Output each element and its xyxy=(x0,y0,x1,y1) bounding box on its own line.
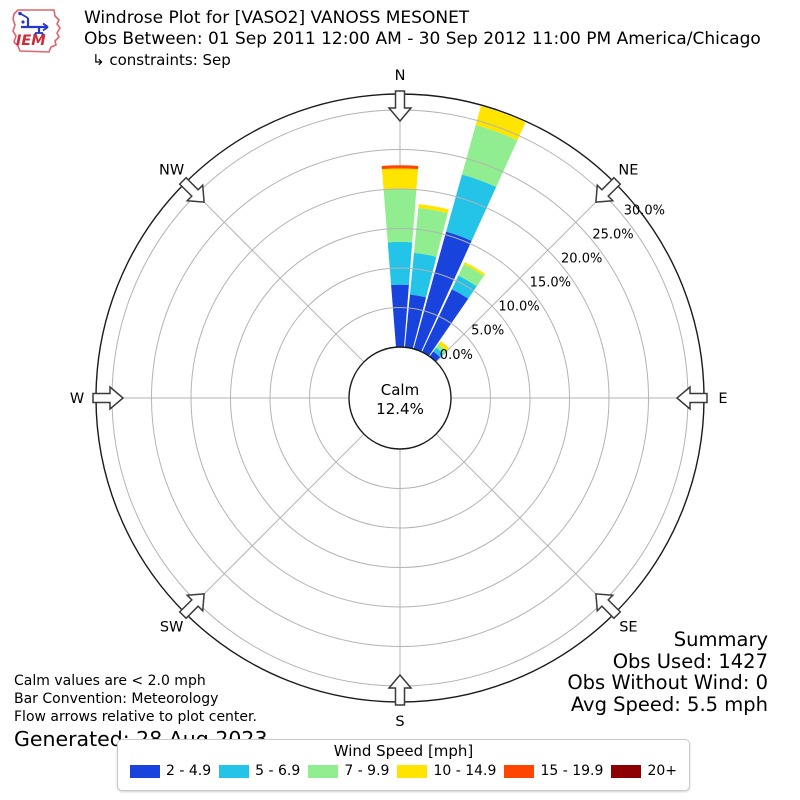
windrose-bar-segment xyxy=(421,289,469,356)
ring-tick-label: 20.0% xyxy=(561,252,602,267)
windrose-bar-segment xyxy=(391,284,409,348)
ring-tick-label: 5.0% xyxy=(471,324,504,339)
compass-label-se: SE xyxy=(619,619,637,635)
flow-arrow-icon xyxy=(595,176,622,203)
summary-avg-speed: Avg Speed: 5.5 mph xyxy=(570,693,768,717)
windrose-bar-segment xyxy=(446,174,497,241)
legend-item: 15 - 19.9 xyxy=(504,763,603,779)
speed-bin-label: 20+ xyxy=(647,763,677,779)
legend-item: 20+ xyxy=(611,763,677,779)
grid-spoke xyxy=(435,433,616,614)
percent-ring xyxy=(151,149,649,647)
summary-title: Summary xyxy=(673,628,768,651)
speed-bin-swatch xyxy=(308,764,339,778)
windrose-bar-segment xyxy=(381,165,419,170)
speed-bin-label: 10 - 14.9 xyxy=(433,763,497,779)
plot-notes: Calm values are < 2.0 mph Bar Convention… xyxy=(14,672,268,752)
speed-bin-swatch xyxy=(611,764,642,778)
compass-label-s: S xyxy=(395,714,404,730)
percent-ring xyxy=(269,267,531,529)
calm-label: Calm xyxy=(381,381,419,399)
calm-circle xyxy=(348,346,452,450)
percent-ring xyxy=(230,228,570,568)
compass-label-sw: SW xyxy=(160,619,184,635)
summary-obs-used: Obs Used: 1427 xyxy=(612,649,768,673)
calm-note: Calm values are < 2.0 mph xyxy=(14,673,206,689)
calm-percent-value: 12.4% xyxy=(376,400,424,418)
iem-logo-text: IEM xyxy=(16,33,46,49)
legend-item: 2 - 4.9 xyxy=(130,763,211,779)
speed-bin-label: 7 - 9.9 xyxy=(344,763,390,779)
flow-arrow-icon xyxy=(178,593,205,620)
legend-item: 5 - 6.9 xyxy=(219,763,300,779)
windrose-bar-segment xyxy=(436,344,447,354)
wind-speed-legend: Wind Speed [mph] 2 - 4.9 5 - 6.9 7 - 9.9… xyxy=(117,739,690,791)
speed-bin-swatch xyxy=(397,764,428,778)
flow-arrow-icon xyxy=(595,593,622,620)
windrose-bar-segment xyxy=(383,189,417,243)
windrose-bar-segment xyxy=(387,241,413,285)
page-title: Windrose Plot for [VASO2] VANOSS MESONET xyxy=(84,8,470,28)
grid-spoke xyxy=(184,182,365,363)
speed-bin-swatch xyxy=(130,764,160,778)
compass-label-nw: NW xyxy=(159,163,184,179)
windrose-bar-segment xyxy=(463,262,486,276)
windrose-bar-segment xyxy=(458,264,484,287)
compass-label-ne: NE xyxy=(618,163,638,179)
percent-ring xyxy=(190,188,610,608)
summary-block: Summary Obs Used: 1427 Obs Without Wind:… xyxy=(567,629,768,716)
legend-item: 10 - 14.9 xyxy=(397,763,496,779)
obs-range-subtitle: Obs Between: 01 Sep 2011 12:00 AM - 30 S… xyxy=(84,29,761,49)
compass-label-w: W xyxy=(70,391,84,407)
windrose-bar-segment xyxy=(381,168,419,190)
ring-tick-label: 15.0% xyxy=(530,276,571,291)
grid-spoke xyxy=(184,433,365,614)
convention-note: Bar Convention: Meteorology xyxy=(14,691,219,707)
speed-bin-swatch xyxy=(219,764,250,778)
windrose-bar-segment xyxy=(461,125,518,187)
ring-tick-label: 10.0% xyxy=(498,300,539,315)
windrose-bar-segment xyxy=(409,252,437,298)
grid-spoke xyxy=(435,182,616,363)
flow-arrow-icon xyxy=(92,385,125,411)
windrose-bar-segment xyxy=(418,204,449,214)
windrose-bar-segment xyxy=(433,347,444,358)
windrose-bar-segment xyxy=(475,106,526,141)
ring-tick-label: 30.0% xyxy=(624,204,665,219)
speed-bin-swatch xyxy=(504,764,535,778)
windrose-bar-segment xyxy=(438,341,450,351)
flow-arrow-icon xyxy=(675,385,708,411)
legend-item: 7 - 9.9 xyxy=(308,763,389,779)
percent-ring xyxy=(309,307,491,489)
windrose-bar-segment xyxy=(413,208,448,257)
iowa-outline xyxy=(12,9,61,53)
iem-logo: IEM xyxy=(12,9,61,53)
ring-tick-label: 25.0% xyxy=(592,228,633,243)
speed-bin-label: 2 - 4.9 xyxy=(166,763,212,779)
ring-tick-label: 0.0% xyxy=(440,348,473,363)
legend-title: Wind Speed [mph] xyxy=(333,742,474,760)
compass-label-n: N xyxy=(395,68,406,84)
speed-bin-label: 5 - 6.9 xyxy=(255,763,301,779)
summary-obs-without-wind: Obs Without Wind: 0 xyxy=(567,671,768,695)
windrose-bar-segment xyxy=(413,231,472,352)
flow-arrow-icon xyxy=(387,90,413,123)
compass-label-e: E xyxy=(718,391,727,407)
speed-bin-label: 15 - 19.9 xyxy=(540,763,604,779)
flow-arrow-icon xyxy=(178,176,205,203)
windrose-bar-segment xyxy=(429,351,441,362)
flow-arrow-icon xyxy=(387,673,413,706)
constraints-note: ↳ constraints: Sep xyxy=(92,51,231,69)
anemometer-icon xyxy=(18,11,49,37)
legend-items: 2 - 4.9 5 - 6.9 7 - 9.9 10 - 14.9 15 - 1… xyxy=(118,760,689,779)
arrows-note: Flow arrows relative to plot center. xyxy=(14,709,257,725)
